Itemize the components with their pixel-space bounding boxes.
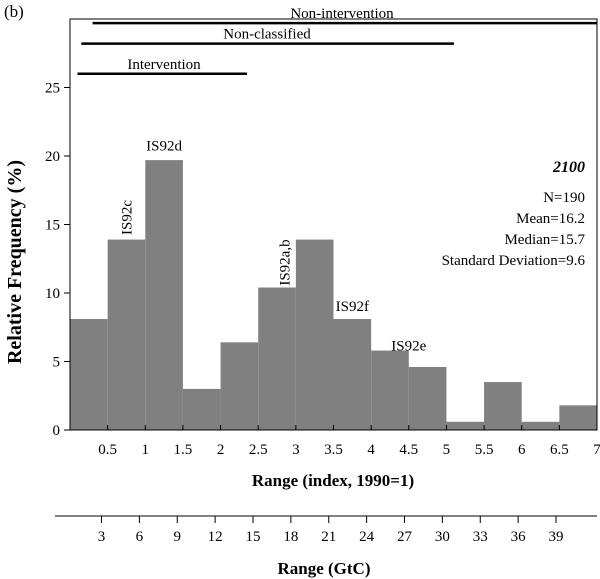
bars-group bbox=[70, 160, 597, 431]
annotation-0: IS92c bbox=[119, 200, 135, 235]
bar-11 bbox=[484, 382, 522, 430]
y-tick-label: 25 bbox=[45, 81, 60, 97]
stats-line-2: Median=15.7 bbox=[504, 232, 585, 248]
x2-tick-label: 6 bbox=[136, 529, 144, 545]
bar-0 bbox=[70, 319, 108, 430]
bar-13 bbox=[559, 405, 597, 430]
x-axis-label: Range (index, 1990=1) bbox=[252, 471, 414, 490]
bar-12 bbox=[521, 421, 560, 430]
x-tick-label: 3 bbox=[292, 442, 300, 458]
x-tick-label: 4.5 bbox=[399, 442, 418, 458]
x2-tick-label: 24 bbox=[359, 529, 375, 545]
y-tick-label: 20 bbox=[45, 149, 60, 165]
y-tick-label: 5 bbox=[53, 355, 61, 371]
bar-9 bbox=[408, 366, 447, 430]
x2-tick-label: 27 bbox=[397, 529, 413, 545]
annotation-4: IS92e bbox=[391, 339, 426, 355]
annotations-group: IS92c IS92d IS92a,b IS92f IS92e bbox=[119, 139, 426, 355]
x2-tick-label: 30 bbox=[435, 529, 450, 545]
annotation-2: IS92a,b bbox=[278, 239, 294, 285]
bar-8 bbox=[371, 350, 409, 430]
panel-label: (b) bbox=[4, 2, 24, 21]
bar-2 bbox=[145, 160, 183, 431]
bar-6 bbox=[295, 239, 334, 430]
bar-7 bbox=[333, 319, 372, 430]
x2-tick-label: 36 bbox=[511, 529, 527, 545]
stats-line-1: Mean=16.2 bbox=[516, 211, 585, 227]
x2-tick-label: 9 bbox=[174, 529, 182, 545]
x2-tick-label: 21 bbox=[321, 529, 336, 545]
y-axis-label: Relative Frequency (%) bbox=[4, 160, 26, 364]
x-tick-label: 6 bbox=[518, 442, 526, 458]
stats-line-0: N=190 bbox=[543, 190, 585, 206]
y-axis: 0 5 10 15 20 25 bbox=[45, 81, 70, 439]
x-tick-label: 2 bbox=[217, 442, 225, 458]
x-tick-label: 6.5 bbox=[550, 442, 569, 458]
stats-line-3: Standard Deviation=9.6 bbox=[442, 253, 586, 269]
stats-year: 2100 bbox=[552, 159, 585, 176]
range-label-2: Intervention bbox=[127, 57, 201, 73]
annotation-3: IS92f bbox=[336, 299, 369, 315]
stats-group: 2100 N=190 Mean=16.2 Median=15.7 Standard De… bbox=[442, 159, 586, 269]
bar-5 bbox=[258, 287, 296, 430]
bar-3 bbox=[182, 388, 221, 430]
x-axis: 0.5 1 1.5 2 2.5 3 3.5 4 4.5 5 5.5 6 6.5 7 bbox=[98, 425, 600, 458]
x-tick-label: 1.5 bbox=[174, 442, 193, 458]
bar-1 bbox=[107, 239, 146, 430]
x-tick-label: 4 bbox=[367, 442, 375, 458]
ranges-group: Non-intervention Non-classified Interventi… bbox=[77, 6, 597, 76]
x-tick-label: 1 bbox=[142, 442, 150, 458]
bar-10 bbox=[446, 421, 485, 430]
x2-tick-label: 18 bbox=[283, 529, 298, 545]
x-tick-label: 5.5 bbox=[475, 442, 494, 458]
x2-tick-label: 3 bbox=[98, 529, 106, 545]
x2-tick-label: 33 bbox=[473, 529, 488, 545]
annotation-1: IS92d bbox=[146, 139, 182, 155]
x2-axis-label: Range (GtC) bbox=[277, 559, 370, 578]
bar-4 bbox=[220, 342, 259, 430]
range-label-0: Non-intervention bbox=[290, 6, 394, 22]
range-label-1: Non-classified bbox=[223, 27, 311, 43]
x2-tick-label: 15 bbox=[246, 529, 261, 545]
y-tick-label: 10 bbox=[45, 286, 60, 302]
y-tick-label: 15 bbox=[45, 218, 60, 234]
x2-axis: 3 6 9 12 15 18 21 24 27 30 33 36 39 bbox=[55, 515, 597, 545]
x-tick-label: 7 bbox=[593, 442, 600, 458]
x-tick-label: 5 bbox=[443, 442, 451, 458]
x-tick-label: 2.5 bbox=[249, 442, 268, 458]
x-tick-label: 3.5 bbox=[324, 442, 343, 458]
x2-tick-label: 39 bbox=[549, 529, 564, 545]
y-tick-label: 0 bbox=[53, 423, 61, 439]
x2-tick-label: 12 bbox=[208, 529, 223, 545]
x-tick-label: 0.5 bbox=[98, 442, 117, 458]
